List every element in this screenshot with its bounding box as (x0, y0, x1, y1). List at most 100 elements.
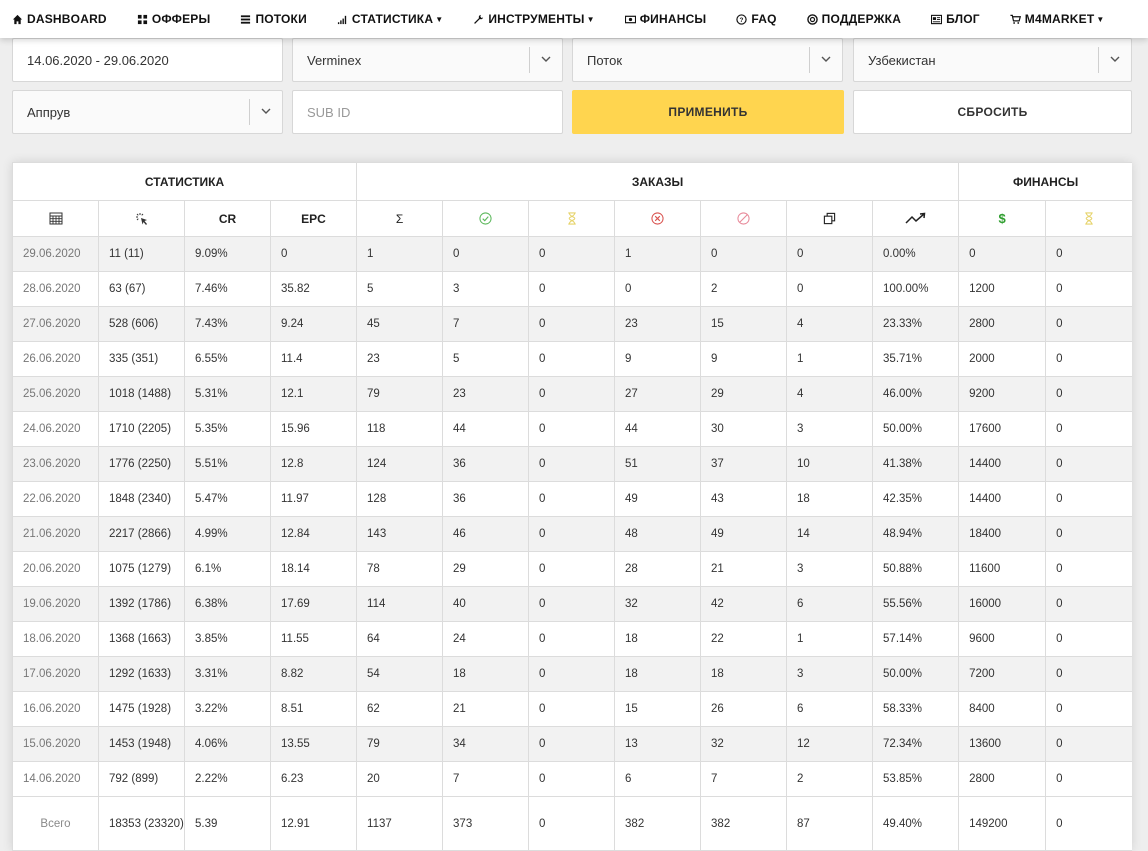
col-cr[interactable]: CR (184, 200, 271, 237)
nav-m4market[interactable]: M4MARKET ▼ (1010, 12, 1105, 26)
table-cell: 1368 (1663) (98, 621, 185, 657)
status-select[interactable]: Аппрув (12, 90, 283, 134)
table-row: 16.06.2020 1475 (1928) 3.22% 8.51 62 21 0 15 26 6… (12, 691, 1132, 727)
nav-finance[interactable]: ФИНАНСЫ (624, 12, 707, 26)
col-approve-rate[interactable] (872, 200, 960, 237)
table-cell: 9200 (958, 376, 1047, 412)
col-epc[interactable]: EPC (269, 200, 358, 237)
nav-dashboard-label: DASHBOARD (27, 12, 107, 26)
table-cell: 0 (1045, 446, 1132, 482)
country-select[interactable]: Узбекистан (853, 38, 1132, 82)
nav-offers[interactable]: ОФФЕРЫ (137, 12, 211, 26)
table-cell: 72.34% (872, 726, 960, 762)
table-cell: 28.06.2020 (12, 271, 99, 307)
nav-blog[interactable]: БЛОГ (931, 12, 980, 26)
table-cell: 1200 (958, 271, 1047, 307)
table-cell: 15 (700, 306, 788, 342)
list-icon (240, 14, 251, 25)
table-cell: 0 (1045, 306, 1132, 342)
table-cell: 21.06.2020 (12, 516, 99, 552)
table-cell: 35.71% (872, 341, 960, 377)
nav-dashboard[interactable]: DASHBOARD (12, 12, 107, 26)
table-cell: 2800 (958, 761, 1047, 797)
table-cell: 528 (606) (98, 306, 185, 342)
table-cell: 8.51 (269, 691, 358, 727)
table-cell: 45 (356, 306, 444, 342)
table-row: 26.06.2020 335 (351) 6.55% 11.4 23 5 0 9 9 1 35.71… (12, 341, 1132, 377)
table-cell: 2000 (958, 341, 1047, 377)
nav-statistics[interactable]: СТАТИСТИКА ▼ (337, 12, 443, 26)
table-cell: 0 (528, 656, 616, 692)
table-cell: 30 (700, 411, 788, 447)
col-payout[interactable]: $ (958, 200, 1047, 237)
select-divider (249, 99, 250, 125)
table-cell: 2 (786, 761, 874, 797)
table-cell: 0 (528, 341, 616, 377)
select-divider (1098, 47, 1099, 73)
table-cell: 7 (442, 761, 530, 797)
table-cell: 21 (700, 551, 788, 587)
table-cell: 7.46% (184, 271, 271, 307)
table-cell: 124 (356, 446, 444, 482)
table-cell: 29 (442, 551, 530, 587)
table-cell: 14 (786, 516, 874, 552)
table-cell: 5.47% (184, 481, 271, 517)
chevron-down-icon: ▼ (435, 14, 444, 24)
table-cell: 34 (442, 726, 530, 762)
table-cell: 0 (1045, 656, 1132, 692)
table-cell: 46 (442, 516, 530, 552)
col-clicks[interactable] (98, 200, 185, 237)
date-range-value: 14.06.2020 - 29.06.2020 (27, 52, 169, 68)
table-cell: 12.8 (269, 446, 358, 482)
table-cell: 0.00% (872, 236, 960, 272)
col-sum[interactable]: Σ (356, 200, 444, 237)
nav-faq[interactable]: ? FAQ (736, 12, 776, 26)
table-cell: 37 (700, 446, 788, 482)
table-cell: 6 (786, 586, 874, 622)
table-row: 28.06.2020 63 (67) 7.46% 35.82 5 3 0 0 2 0 100.00%… (12, 271, 1132, 307)
table-cell: 17.06.2020 (12, 656, 99, 692)
table-cell: 9 (614, 341, 702, 377)
table-cell: 8.82 (269, 656, 358, 692)
date-range-input[interactable]: 14.06.2020 - 29.06.2020 (12, 38, 283, 82)
table-cell: 0 (1045, 586, 1132, 622)
table-cell: 7.43% (184, 306, 271, 342)
copy-icon (823, 212, 837, 226)
col-hold[interactable] (1045, 200, 1132, 237)
table-cell: 2800 (958, 306, 1047, 342)
table-cell: 24.06.2020 (12, 411, 99, 447)
col-pending[interactable] (528, 200, 616, 237)
nav-streams[interactable]: ПОТОКИ (240, 12, 307, 26)
stream-select[interactable]: Поток (572, 38, 843, 82)
table-cell: 5.39 (184, 796, 271, 851)
table-cell: 36 (442, 446, 530, 482)
table-cell: 5.31% (184, 376, 271, 412)
col-approved[interactable] (442, 200, 530, 237)
table-cell: 2 (700, 271, 788, 307)
table-cell: 62 (356, 691, 444, 727)
table-cell: 1710 (2205) (98, 411, 185, 447)
table-cell: 1776 (2250) (98, 446, 185, 482)
table-cell: 26 (700, 691, 788, 727)
col-rejected[interactable] (614, 200, 702, 237)
col-date[interactable] (12, 200, 99, 237)
table-cell: 5 (356, 271, 444, 307)
table-total-row: Всего 18353 (23320) 5.39 12.91 1137 373 0 382 38… (12, 796, 1132, 851)
nav-m4market-label: M4MARKET (1024, 12, 1095, 26)
col-trash[interactable] (700, 200, 788, 237)
apply-button[interactable]: ПРИМЕНИТЬ (572, 90, 844, 134)
nav-tools[interactable]: ИНСТРУМЕНТЫ ▼ (473, 12, 595, 26)
table-cell: 0 (958, 236, 1047, 272)
nav-support[interactable]: ПОДДЕРЖКА (806, 12, 901, 26)
table-cell: 0 (700, 236, 788, 272)
nav-tools-label: ИНСТРУМЕНТЫ (488, 12, 585, 26)
table-cell: 118 (356, 411, 444, 447)
group-header-finance: ФИНАНСЫ (958, 162, 1132, 201)
table-cell: 57.14% (872, 621, 960, 657)
table-cell: 18 (700, 656, 788, 692)
reset-button[interactable]: СБРОСИТЬ (853, 90, 1132, 134)
subid-input[interactable]: SUB ID (292, 90, 563, 134)
table-cell: 3 (442, 271, 530, 307)
offer-select[interactable]: Verminex (292, 38, 563, 82)
col-duplicates[interactable] (786, 200, 874, 237)
